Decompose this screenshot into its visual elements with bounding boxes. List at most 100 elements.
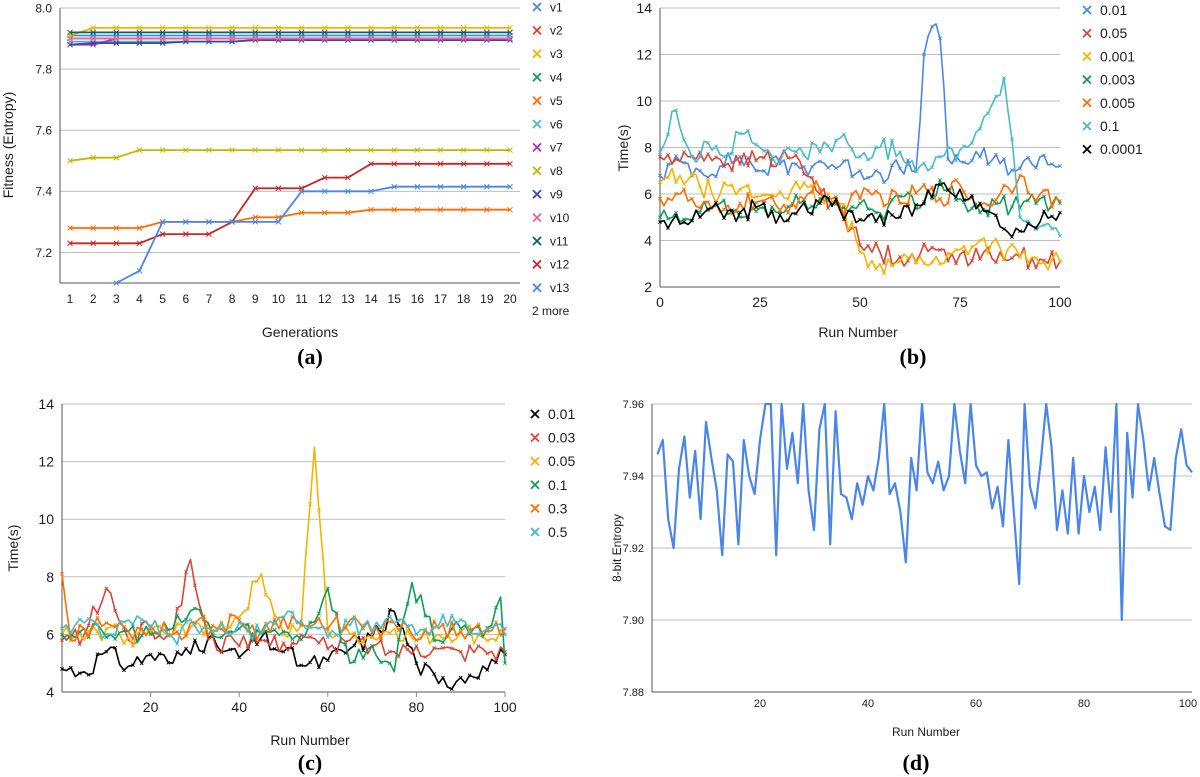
y-tick-label: 4: [46, 684, 54, 700]
data-point: [754, 200, 758, 205]
legend-item: 0.001: [1082, 48, 1135, 64]
data-point: [666, 132, 670, 137]
data-point: [842, 132, 846, 137]
data-point: [682, 160, 686, 165]
legend-label: v5: [550, 94, 563, 108]
data-point: [770, 154, 774, 159]
data-point: [485, 651, 490, 656]
data-point: [352, 643, 357, 648]
series-0.1: [658, 75, 1062, 238]
data-point: [770, 163, 774, 168]
data-point: [281, 641, 286, 645]
data-point: [666, 162, 670, 167]
data-point: [698, 215, 702, 220]
legend-item: 0.003: [1082, 72, 1135, 88]
data-point: [252, 214, 259, 221]
legend-marker: [532, 212, 542, 223]
data-point: [441, 645, 445, 650]
data-point: [898, 194, 902, 199]
data-point: [778, 208, 782, 213]
data-point: [850, 204, 854, 209]
data-point: [130, 644, 135, 649]
y-tick-label: 12: [38, 454, 54, 470]
data-point: [298, 147, 305, 153]
data-point: [441, 640, 445, 645]
data-point: [122, 628, 126, 633]
data-point: [698, 185, 702, 189]
data-point: [255, 579, 259, 584]
data-point: [166, 632, 171, 637]
data-point: [423, 661, 428, 666]
data-point: [882, 271, 886, 276]
data-point: [714, 201, 718, 205]
series-group: [67, 25, 513, 286]
data-point: [890, 188, 894, 193]
x-axis-title: Generations: [262, 324, 338, 340]
data-point: [1026, 198, 1030, 203]
data-point: [130, 622, 135, 627]
data-point: [874, 189, 878, 194]
data-point: [890, 138, 894, 143]
data-point: [159, 147, 166, 153]
data-point: [507, 29, 513, 36]
data-point: [184, 634, 188, 638]
data-point: [308, 502, 312, 506]
legend-label: v6: [550, 117, 563, 131]
data-point: [754, 168, 758, 173]
data-point: [391, 183, 398, 190]
data-point: [1034, 255, 1038, 260]
data-point: [746, 183, 750, 188]
data-point: [325, 586, 330, 591]
y-tick-label: 6: [644, 186, 652, 202]
data-point: [334, 650, 339, 655]
data-point: [290, 637, 295, 642]
data-point: [246, 647, 250, 651]
data-point: [658, 219, 662, 224]
data-point: [182, 25, 189, 31]
legend-label: v1: [550, 0, 563, 14]
data-point: [1018, 254, 1022, 259]
legend-item: v2: [532, 24, 563, 38]
data-point: [682, 137, 686, 142]
data-point: [139, 633, 144, 638]
data-point: [405, 642, 410, 647]
data-point: [778, 189, 782, 194]
data-point: [890, 163, 894, 168]
data-point: [770, 195, 774, 199]
series-0.003: [658, 178, 1062, 223]
y-axis-title: Fitness (Entropy): [0, 92, 16, 199]
data-point: [290, 622, 295, 627]
data-point: [308, 660, 312, 665]
legend-marker: [532, 95, 542, 106]
data-point: [483, 183, 490, 190]
data-point: [432, 619, 437, 624]
data-point: [272, 617, 277, 622]
data-point: [368, 160, 374, 167]
data-point: [299, 637, 304, 642]
data-point: [175, 613, 180, 618]
data-point: [746, 163, 750, 168]
legend-marker: [530, 527, 540, 537]
data-point: [938, 36, 942, 41]
data-point: [90, 25, 97, 31]
x-tick-label: 14: [364, 292, 378, 306]
data-point: [387, 631, 392, 636]
data-point: [345, 174, 351, 181]
data-point: [460, 206, 467, 213]
data-point: [986, 209, 990, 214]
series-v11: [67, 29, 513, 36]
data-point: [978, 257, 982, 262]
series-line: [115, 185, 510, 284]
data-point: [826, 144, 830, 148]
data-point: [858, 168, 862, 173]
data-point: [467, 631, 472, 636]
data-point: [786, 211, 790, 215]
data-point: [818, 159, 822, 164]
x-tick-label: 1: [67, 292, 74, 306]
data-point: [437, 206, 444, 213]
data-point: [882, 136, 886, 141]
data-point: [441, 622, 445, 627]
data-point: [914, 191, 918, 196]
legend-marker: [530, 480, 540, 490]
data-point: [352, 615, 357, 620]
